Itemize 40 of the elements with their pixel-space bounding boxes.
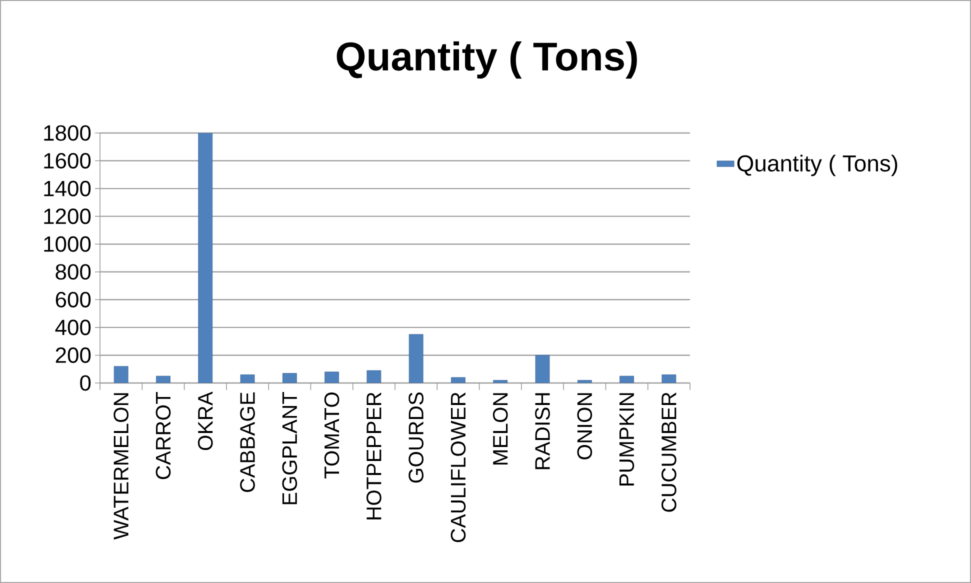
bar (408, 334, 424, 383)
bar (156, 376, 170, 383)
x-tick-label: CABBAGE (240, 392, 255, 492)
bar (240, 374, 255, 383)
y-tick-label: 1400 (44, 180, 91, 196)
x-tick-label: TOMATO (324, 392, 340, 479)
x-tick-label: CARROT (156, 392, 171, 480)
x-tick-label: HOTPEPPER (366, 392, 382, 520)
bar (535, 355, 550, 383)
y-tick-label: 1600 (44, 152, 91, 169)
x-tick-label: CAULIFLOWER (450, 392, 466, 542)
y-tick-label: 800 (56, 264, 91, 280)
bar (451, 377, 466, 383)
x-tick-label: CUCUMBER (662, 392, 676, 512)
legend-label: Quantity ( Tons) (737, 154, 898, 176)
x-tick-label: PUMPKIN (619, 393, 634, 486)
bar (662, 374, 676, 383)
bar (620, 376, 634, 383)
x-tick-label: WATERMELON (114, 393, 129, 540)
y-tick-label: 200 (56, 347, 91, 364)
bar (324, 372, 339, 383)
bar (577, 380, 592, 383)
y-tick-label: 1800 (44, 125, 91, 141)
bar (198, 132, 213, 383)
y-tick-label: 600 (56, 292, 91, 308)
y-tick-label: 1000 (44, 236, 91, 252)
x-tick-label: GOURDS (408, 392, 424, 483)
chart-title: Quantity ( Tons) (336, 41, 637, 79)
bar (282, 373, 297, 383)
y-tick-label: 400 (55, 320, 91, 336)
x-tick-label: EGGPLANT (282, 392, 298, 504)
x-tick-label: RADISH (535, 393, 550, 470)
bar (366, 370, 382, 383)
x-tick-label: ONION (577, 393, 592, 460)
x-tick-label: OKRA (198, 392, 213, 450)
bar (493, 380, 508, 383)
x-tick-label: MELON (492, 393, 508, 464)
y-tick-label: 0 (80, 375, 91, 391)
bar (114, 366, 128, 383)
y-tick-label: 1200 (44, 208, 91, 224)
